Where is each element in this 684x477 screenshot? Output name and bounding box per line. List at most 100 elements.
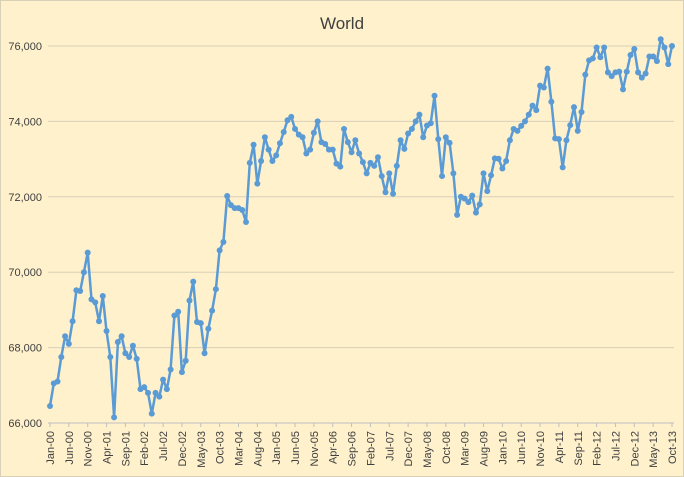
data-point xyxy=(47,403,53,410)
data-point xyxy=(363,170,370,177)
x-tick-label: Feb-02 xyxy=(139,431,151,466)
data-point xyxy=(310,129,317,136)
data-point xyxy=(126,354,133,361)
data-point xyxy=(446,139,453,146)
data-point xyxy=(518,122,525,129)
data-point xyxy=(299,134,306,141)
x-tick-labels: Jan-00 Jun-00 Nov-00 Apr-01 Sep-01 Feb-02 Jul-… xyxy=(45,431,679,468)
x-tick-label: Nov-05 xyxy=(309,431,321,466)
x-tick-label: Jun-00 xyxy=(64,431,76,465)
data-point xyxy=(348,149,355,156)
data-point xyxy=(529,102,536,109)
data-point xyxy=(642,70,649,77)
x-tick-label: Jul-12 xyxy=(610,431,622,461)
data-point xyxy=(616,68,623,75)
data-point xyxy=(197,320,204,327)
gridlines xyxy=(48,45,674,349)
data-point xyxy=(341,125,348,132)
data-point xyxy=(258,157,265,164)
data-point xyxy=(269,157,276,164)
data-point xyxy=(582,71,589,78)
x-tick-label: Aug-04 xyxy=(252,431,264,466)
x-tick-label: Oct-13 xyxy=(667,431,679,464)
data-point xyxy=(224,193,231,200)
data-point xyxy=(405,130,412,137)
data-point xyxy=(288,113,295,120)
data-point xyxy=(578,108,585,115)
data-point xyxy=(665,61,672,68)
data-point xyxy=(619,86,626,93)
data-point xyxy=(601,44,608,51)
data-point xyxy=(167,366,174,373)
y-tick-label: 68,000 xyxy=(8,343,42,355)
data-point xyxy=(359,159,366,166)
data-point xyxy=(484,188,491,195)
data-point xyxy=(65,340,72,347)
data-point xyxy=(431,92,438,99)
data-point xyxy=(254,180,261,187)
data-point xyxy=(374,154,381,161)
data-point xyxy=(337,163,344,170)
x-tick-label: Aug-09 xyxy=(479,431,491,466)
x-tick-label: May-13 xyxy=(648,431,660,468)
data-point xyxy=(623,68,630,75)
data-point xyxy=(122,350,129,357)
x-tick-label: Jan-00 xyxy=(45,431,57,465)
data-point xyxy=(356,150,363,157)
data-point xyxy=(133,355,140,362)
data-point xyxy=(171,312,178,319)
data-point xyxy=(148,410,155,417)
data-point xyxy=(378,173,385,180)
x-tick-label: Nov-00 xyxy=(83,431,95,466)
data-point xyxy=(559,164,566,171)
data-point xyxy=(152,389,159,396)
data-point xyxy=(393,162,400,169)
data-point xyxy=(216,247,223,254)
data-point xyxy=(265,146,272,153)
data-point xyxy=(488,172,495,179)
data-point xyxy=(540,84,547,91)
x-tick-label: Jun-05 xyxy=(290,431,302,465)
x-tick-label: Dec-07 xyxy=(403,431,415,466)
data-point xyxy=(156,393,163,400)
data-point xyxy=(386,170,393,177)
data-point xyxy=(435,136,442,143)
data-point xyxy=(521,118,528,125)
data-point xyxy=(344,139,351,146)
data-point xyxy=(653,58,660,65)
data-point xyxy=(495,155,502,162)
data-point xyxy=(58,354,65,361)
data-point xyxy=(450,170,457,177)
data-point xyxy=(371,162,378,169)
x-tick-label: Jul-07 xyxy=(384,431,396,461)
data-point xyxy=(92,299,99,306)
data-point xyxy=(243,219,250,226)
data-point xyxy=(506,137,513,144)
data-point xyxy=(201,350,208,357)
data-point xyxy=(246,159,253,166)
data-point xyxy=(160,376,167,383)
x-tick-label: Apr-11 xyxy=(554,431,566,463)
x-tick-label: Feb-07 xyxy=(365,431,377,466)
data-point xyxy=(480,170,487,177)
data-point xyxy=(209,307,216,314)
data-point xyxy=(96,318,103,325)
data-point xyxy=(280,128,287,135)
data-point xyxy=(420,134,427,141)
data-point xyxy=(175,308,182,315)
data-point xyxy=(141,384,148,391)
data-point xyxy=(329,146,336,153)
x-tick-label: Oct-08 xyxy=(441,431,453,464)
y-tick-labels: 66,000 68,000 70,000 72,000 74,000 76,000 xyxy=(8,41,42,430)
x-tick-label: Dec-02 xyxy=(177,431,189,466)
y-tick-label: 72,000 xyxy=(8,192,42,204)
data-point xyxy=(657,36,664,43)
data-point xyxy=(314,118,321,125)
data-point xyxy=(427,120,434,127)
data-point xyxy=(439,173,446,180)
x-tick-label: Jun-10 xyxy=(516,431,528,465)
x-tick-label: Nov-10 xyxy=(535,431,547,466)
y-tick-label: 70,000 xyxy=(8,267,42,279)
data-point xyxy=(627,52,634,59)
